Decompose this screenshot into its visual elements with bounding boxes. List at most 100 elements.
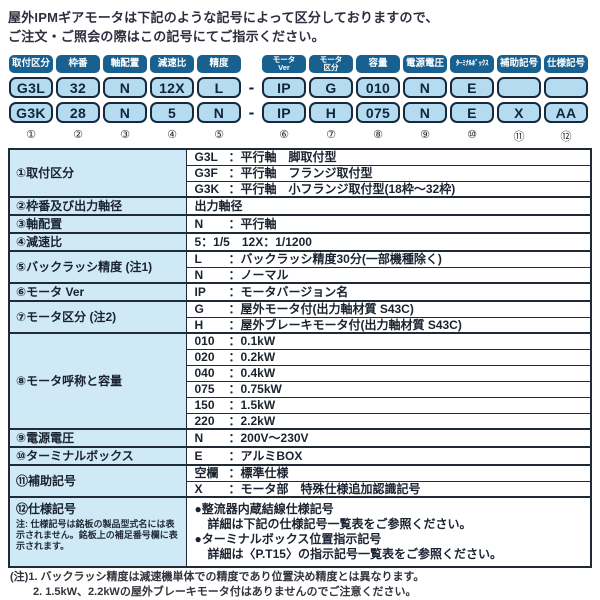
circled-number: ⑨ [420, 129, 430, 141]
value-desc: ：0.1kW [228, 334, 276, 349]
table-row: G3F ：平行軸 フランジ取付型 [9, 164, 592, 182]
value-code: 010 [194, 334, 215, 349]
value-code: N [194, 217, 204, 231]
table-row: G3K ：平行軸 小フランジ取付型(18枠〜32枠) [9, 180, 592, 198]
row-value-cell: IP ：モータバージョン名 [185, 282, 592, 302]
page-title: 屋外IPMギアモータは下記のような記号によって区分しておりますので、 ご注文・ご… [8, 8, 439, 46]
code-column: 減速比 12X 5 ④ [150, 55, 194, 141]
code-value-pill: IP [262, 77, 306, 98]
row-label: ⑩ターミナルボックス [16, 449, 134, 463]
table-row: ⑧モータ呼称と容量 010 ：0.1kW [8, 332, 592, 430]
row-value-cell: X ：モータ部 特殊仕様追加認識記号 [185, 480, 592, 498]
value-code: G [194, 302, 204, 317]
code-header-pill: 精度 [197, 55, 241, 73]
spec-table: ①取付区分 G3L ：平行軸 脚取付型 G3F ：平行軸 フランジ取付型 G3K ：平行軸 … [8, 148, 592, 568]
row-value-cell: L ：バックラッシ精度30分(一部機種除く) [185, 250, 592, 268]
title-line-1: 屋外IPMギアモータは下記のような記号によって区分しておりますので、 [8, 10, 439, 25]
code-column: モータ 区分 G H ⑦ [309, 55, 353, 141]
code-header-pill: モータ 区分 [309, 55, 353, 73]
code-value-pill: E [450, 77, 494, 98]
value-code: L [194, 252, 202, 267]
code-value-pill [497, 77, 541, 98]
row-value-cell: 075 ：0.75kW [185, 380, 592, 398]
row-label-cell: ⑩ターミナルボックス [8, 446, 187, 466]
value-code: 空欄 [194, 466, 219, 481]
value-code: G3F [194, 166, 218, 180]
code-header-text: 枠番 [68, 58, 88, 69]
row-label-cell: ⑨電源電圧 [8, 428, 187, 448]
row-value-cell: 020 ：0.2kW [185, 348, 592, 366]
circled-number: ⑪ [513, 131, 525, 143]
code-header-pill: 取付区分 [9, 55, 53, 73]
table-row: ②枠番及び出力軸径 出力軸径 [8, 196, 592, 216]
code-column: 枠番 32 28 ② [56, 55, 100, 141]
code-value-pill: 32 [56, 77, 100, 98]
row-value-cell: N ：200V〜230V [185, 428, 592, 448]
code-header-text: 精度 [209, 58, 229, 69]
code-column: 容量 010 075 ⑧ [356, 55, 400, 141]
row-value-cell: G3K ：平行軸 小フランジ取付型(18枠〜32枠) [185, 180, 592, 198]
value-code: IP [194, 285, 206, 299]
value-code: 150 [194, 398, 215, 412]
table-row: ⑨電源電圧 N ：200V〜230V [8, 428, 592, 448]
value-desc: ：200V〜230V [228, 431, 309, 445]
dash-glyph: - [248, 77, 255, 97]
code-header-text: ﾀｰﾐﾅﾙﾎﾞｯｸｽ [455, 60, 489, 67]
row-value-cell: H ：屋外ブレーキモータ付(出力軸材質 S43C) [185, 316, 592, 334]
bullet-line: ●ターミナルボックス位置指示記号 [194, 532, 382, 546]
row-label-cell: ⑦モータ区分 (注2) [8, 300, 187, 334]
code-column: 軸配置 N N ③ [103, 55, 147, 141]
code-header-text: 減速比 [157, 58, 187, 69]
value-desc: 出力軸径 [194, 199, 243, 213]
circled-number: ⑤ [214, 129, 224, 141]
value-desc: ：屋外モータ付(出力軸材質 S43C) [228, 302, 414, 317]
table-row: H ：屋外ブレーキモータ付(出力軸材質 S43C) [9, 316, 592, 334]
value-desc: ：0.4kW [228, 366, 276, 380]
table-row: ④減速比 5：1/5 12X：1/1200 [8, 232, 592, 252]
code-column: ﾀｰﾐﾅﾙﾎﾞｯｸｽ E E ⑩ [450, 55, 494, 141]
code-header-text: 区分 [323, 63, 339, 72]
row-label: ④減速比 [16, 235, 63, 249]
value-desc: ：バックラッシ精度30分(一部機種除く) [228, 252, 442, 267]
row-value-cell: N ：平行軸 [185, 214, 592, 234]
code-value-pill: N [403, 102, 447, 123]
table-row: ⑫仕様記号 注: 仕様記号は銘板の製品型式名には表示されません。銘板上の補足番号欄… [8, 496, 592, 568]
code-column: 精度 L N ⑤ [197, 55, 241, 141]
table-row: ⑤バックラッシ精度 (注1) L ：バックラッシ精度30分(一部機種除く) [8, 250, 592, 284]
row-label: ①取付区分 [16, 166, 75, 180]
footnote-1: (注)1. バックラッシ精度は減速機単体での精度であり位置決め精度とは異なります… [10, 571, 425, 583]
circled-number: ⑩ [467, 129, 477, 141]
value-code: X [194, 481, 203, 496]
row-value-cell: G3L ：平行軸 脚取付型 [185, 148, 592, 166]
circled-number: ④ [167, 129, 177, 141]
value-desc: ：1.5kW [228, 398, 276, 412]
row-label-cell: ⑤バックラッシ精度 (注1) [8, 250, 187, 284]
row-label: ⑨電源電圧 [16, 431, 75, 445]
code-value-pill: N [103, 102, 147, 123]
circled-number: ⑫ [560, 131, 572, 143]
row-label: ⑧モータ呼称と容量 [16, 374, 123, 388]
code-header-text: 補助記号 [499, 58, 538, 69]
row-value-cell: G ：屋外モータ付(出力軸材質 S43C) [185, 300, 592, 318]
row-label: ②枠番及び出力軸径 [16, 199, 123, 213]
value-desc: ：モータバージョン名 [228, 285, 349, 299]
circled-number: ③ [120, 129, 130, 141]
table-row: ⑩ターミナルボックス E ：アルミBOX [8, 446, 592, 466]
value-desc: ：平行軸 脚取付型 [228, 150, 337, 165]
code-value-pill: 5 [150, 102, 194, 123]
value-code: N [194, 267, 204, 282]
value-desc: ：平行軸 [228, 217, 277, 231]
code-value-pill: N [197, 102, 241, 123]
code-column: 仕様記号 AA ⑫ [544, 55, 588, 143]
code-value-pill: E [450, 102, 494, 123]
value-code: E [194, 449, 203, 463]
code-header-pill: 仕様記号 [544, 55, 588, 73]
value-desc: ：ノーマル [228, 267, 289, 282]
row-label-cell: ⑫仕様記号 注: 仕様記号は銘板の製品型式名には表示されません。銘板上の補足番号欄… [8, 496, 187, 568]
table-row: ①取付区分 G3L ：平行軸 脚取付型 [8, 148, 592, 198]
row-label: ⑥モータ Ver [16, 285, 85, 299]
dash-column: -- [244, 55, 259, 141]
code-value-pill: G [309, 77, 353, 98]
row-label: ⑪補助記号 [16, 474, 77, 488]
